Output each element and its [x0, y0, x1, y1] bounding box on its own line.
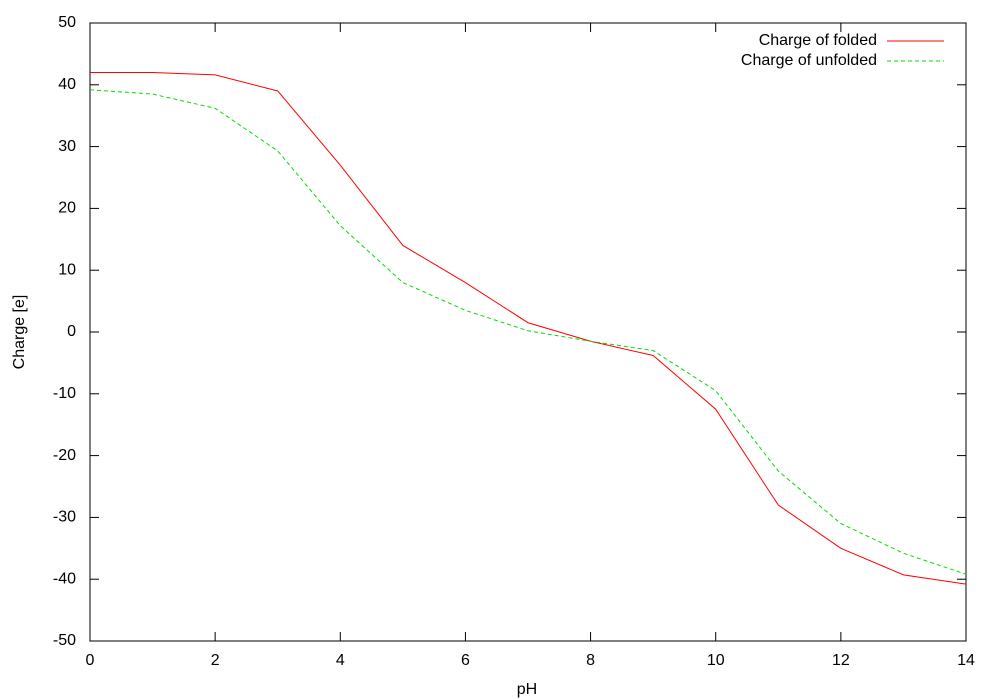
x-tick-label: 4 [336, 652, 345, 669]
x-tick-label: 8 [586, 652, 595, 669]
y-tick-label: -30 [53, 509, 76, 526]
y-tick-label: -50 [53, 632, 76, 649]
series-line [89, 89, 967, 575]
y-tick-label: 50 [58, 14, 76, 31]
y-tick-label: 40 [58, 76, 76, 93]
y-tick-label: 20 [58, 200, 76, 217]
y-tick-label: 10 [58, 261, 76, 278]
y-tick-label: -20 [53, 447, 76, 464]
plot-frame [89, 22, 967, 642]
x-tick-label: 2 [211, 652, 220, 669]
y-tick-label: 0 [67, 323, 76, 340]
x-tick-label: 10 [707, 652, 725, 669]
x-tick-label: 0 [86, 652, 95, 669]
series-line [90, 71, 967, 585]
x-tick-label: 6 [461, 652, 470, 669]
y-tick-label: -40 [53, 570, 76, 587]
x-axis-label: pH [517, 681, 537, 698]
y-tick-label: 30 [58, 138, 76, 155]
legend-label: Charge of folded [759, 32, 877, 49]
legend-label: Charge of unfolded [741, 52, 877, 69]
y-axis-label: Charge [e] [11, 295, 28, 370]
x-tick-label: 14 [957, 652, 975, 669]
y-tick-label: -10 [53, 385, 76, 402]
x-tick-label: 12 [832, 652, 850, 669]
